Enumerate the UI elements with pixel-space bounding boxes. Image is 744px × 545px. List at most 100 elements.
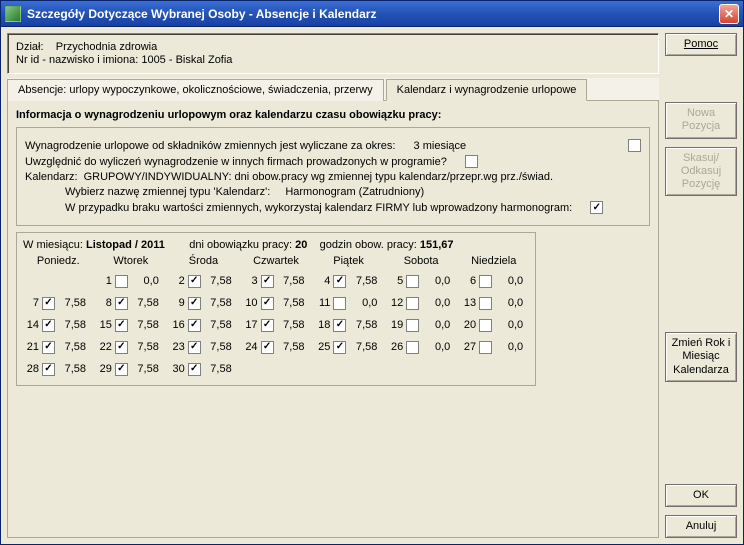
day-checkbox[interactable]	[479, 275, 492, 288]
day-hours[interactable]: 7,58	[277, 318, 307, 332]
day-hours[interactable]: 0,0	[131, 274, 161, 288]
day-hours[interactable]: 0,0	[495, 274, 525, 288]
day-hours[interactable]: 7,58	[58, 340, 88, 354]
day-hours[interactable]: 0,0	[495, 318, 525, 332]
day-hours[interactable]: 7,58	[204, 340, 234, 354]
day-hours[interactable]: 7,58	[204, 274, 234, 288]
day-hours[interactable]: 7,58	[349, 274, 379, 288]
setting-period-label: Wynagrodzenie urlopowe od składników zmi…	[25, 140, 395, 152]
day-hours[interactable]: 0,0	[422, 318, 452, 332]
day-checkbox[interactable]	[115, 297, 128, 310]
day-checkbox[interactable]	[42, 319, 55, 332]
change-calendar-button[interactable]: Zmień Rok i Miesiąc Kalendarza	[665, 332, 737, 382]
day-checkbox[interactable]	[188, 297, 201, 310]
setting-other-companies: Uwzględnić do wyliczeń wynagrodzenie w i…	[25, 155, 641, 168]
day-number: 16	[169, 319, 185, 331]
skasuj-button[interactable]: Skasuj/ Odkasuj Pozycję	[665, 147, 737, 197]
client-area: Dział: Przychodnia zdrowia Nr id - nazwi…	[1, 27, 743, 544]
day-checkbox[interactable]	[261, 297, 274, 310]
day-checkbox[interactable]	[188, 275, 201, 288]
setting-calendar-type: Kalendarz: GRUPOWY/INDYWIDUALNY: dni obo…	[25, 171, 641, 183]
day-hours[interactable]: 7,58	[277, 296, 307, 310]
day-number: 6	[460, 275, 476, 287]
day-checkbox[interactable]	[406, 319, 419, 332]
help-button[interactable]: Pomoc	[665, 33, 737, 56]
id-label: Nr id - nazwisko i imiona:	[16, 54, 138, 66]
day-hours[interactable]: 7,58	[204, 362, 234, 376]
day-hours[interactable]: 7,58	[349, 318, 379, 332]
day-number: 28	[23, 363, 39, 375]
day-hours[interactable]: 7,58	[58, 318, 88, 332]
day-checkbox[interactable]	[261, 319, 274, 332]
day-checkbox[interactable]	[261, 341, 274, 354]
day-hours[interactable]: 0,0	[422, 274, 452, 288]
day-checkbox[interactable]	[115, 275, 128, 288]
day-checkbox[interactable]	[406, 341, 419, 354]
day-checkbox[interactable]	[479, 341, 492, 354]
day-hours[interactable]: 7,58	[131, 318, 161, 332]
day-checkbox[interactable]	[115, 363, 128, 376]
calendar-cell: 97,58	[169, 293, 238, 313]
day-hours[interactable]: 7,58	[349, 340, 379, 354]
tab-absences[interactable]: Absencje: urlopy wypoczynkowe, okoliczno…	[7, 79, 384, 101]
cal-hdr-c: godzin obow. pracy:	[320, 239, 417, 251]
checkbox-other-companies[interactable]	[465, 155, 478, 168]
checkbox-fallback[interactable]	[590, 201, 603, 214]
cal-month: Listopad / 2011	[86, 239, 165, 251]
day-checkbox[interactable]	[333, 341, 346, 354]
day-checkbox[interactable]	[115, 319, 128, 332]
day-hours[interactable]: 0,0	[422, 340, 452, 354]
day-hours[interactable]: 7,58	[277, 340, 307, 354]
checkbox-period[interactable]	[628, 139, 641, 152]
day-checkbox[interactable]	[42, 297, 55, 310]
day-checkbox[interactable]	[188, 341, 201, 354]
new-pos-button[interactable]: Nowa Pozycja	[665, 102, 737, 138]
day-checkbox[interactable]	[188, 319, 201, 332]
titlebar: Szczegóły Dotyczące Wybranej Osoby - Abs…	[1, 1, 743, 27]
day-checkbox[interactable]	[42, 363, 55, 376]
dept-line: Dział: Przychodnia zdrowia	[16, 41, 650, 53]
day-hours[interactable]: 7,58	[131, 296, 161, 310]
calendar-cell: 47,58	[314, 271, 383, 291]
day-hours[interactable]: 7,58	[131, 340, 161, 354]
close-icon[interactable]: ✕	[719, 4, 739, 24]
day-hours[interactable]: 0,0	[422, 296, 452, 310]
day-hours[interactable]: 0,0	[495, 296, 525, 310]
calendar-cell: 87,58	[96, 293, 165, 313]
day-checkbox[interactable]	[479, 297, 492, 310]
calendar-cell: 200,0	[460, 315, 529, 335]
calendar-cell: 120,0	[387, 293, 456, 313]
day-hours[interactable]: 7,58	[58, 362, 88, 376]
day-checkbox[interactable]	[115, 341, 128, 354]
day-number: 29	[96, 363, 112, 375]
day-hours[interactable]: 7,58	[277, 274, 307, 288]
ok-button[interactable]: OK	[665, 484, 737, 507]
day-checkbox[interactable]	[261, 275, 274, 288]
day-checkbox[interactable]	[42, 341, 55, 354]
cancel-button[interactable]: Anuluj	[665, 515, 737, 538]
weekday-header: Środa	[168, 255, 239, 267]
app-icon	[5, 6, 21, 22]
calendar-cell: 10,0	[96, 271, 165, 291]
setting-fallback: W przypadku braku wartości zmiennych, wy…	[25, 201, 641, 214]
calendar-cell: 167,58	[169, 315, 238, 335]
day-hours[interactable]: 0,0	[495, 340, 525, 354]
day-checkbox[interactable]	[479, 319, 492, 332]
day-number: 9	[169, 297, 185, 309]
day-checkbox[interactable]	[188, 363, 201, 376]
day-hours[interactable]: 7,58	[58, 296, 88, 310]
calendar-cell: 260,0	[387, 337, 456, 357]
setting-other-label: Uwzględnić do wyliczeń wynagrodzenie w i…	[25, 156, 447, 168]
day-hours[interactable]: 7,58	[204, 296, 234, 310]
day-checkbox[interactable]	[333, 319, 346, 332]
day-checkbox[interactable]	[406, 297, 419, 310]
day-checkbox[interactable]	[406, 275, 419, 288]
day-hours[interactable]: 0,0	[349, 296, 379, 310]
day-hours[interactable]: 7,58	[204, 318, 234, 332]
tab-calendar[interactable]: Kalendarz i wynagrodzenie urlopowe	[386, 79, 588, 101]
day-hours[interactable]: 7,58	[131, 362, 161, 376]
settings-box: Wynagrodzenie urlopowe od składników zmi…	[16, 127, 650, 226]
day-checkbox[interactable]	[333, 297, 346, 310]
setting-var-name: Wybierz nazwę zmiennej typu 'Kalendarz':…	[25, 186, 641, 198]
day-checkbox[interactable]	[333, 275, 346, 288]
